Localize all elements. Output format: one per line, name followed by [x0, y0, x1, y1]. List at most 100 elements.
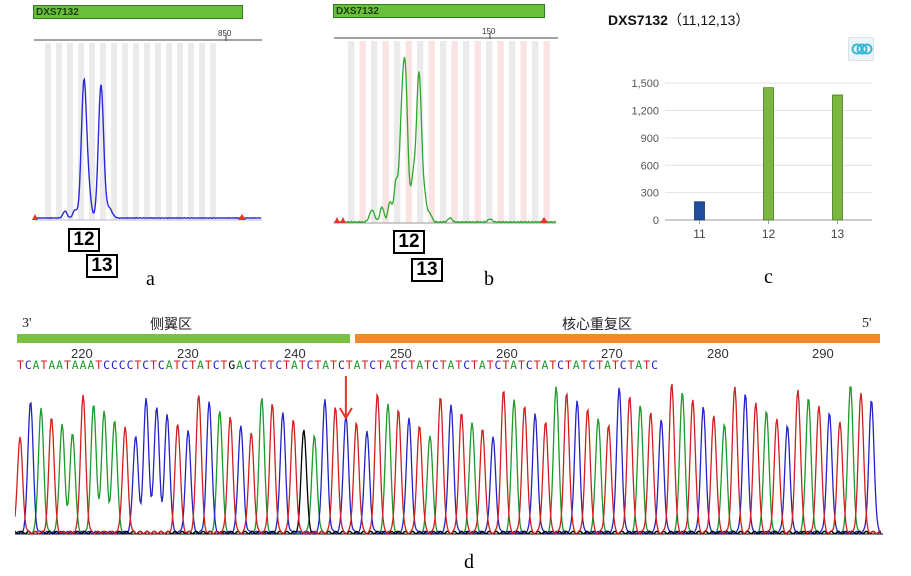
position-label: 220: [71, 346, 93, 361]
allele-label-a-12: 12: [68, 228, 100, 252]
allele-bin: [428, 41, 435, 223]
base-call: T: [173, 358, 182, 372]
base-call: A: [384, 358, 393, 372]
base-call: T: [392, 358, 401, 372]
base-call: T: [267, 358, 276, 372]
allele-bin: [451, 41, 458, 223]
base-call: T: [220, 358, 229, 372]
mutation-arrow-head: [339, 407, 353, 420]
panel-letter-a: a: [146, 268, 155, 290]
flank-region-bar: [17, 334, 350, 343]
allele-bin: [520, 41, 527, 223]
base-call: C: [619, 358, 628, 372]
base-call: C: [651, 358, 659, 372]
allele-bin: [486, 41, 493, 223]
end-label-5prime: 5': [862, 316, 872, 331]
allele-bin: [509, 41, 516, 223]
allele-bin: [348, 41, 355, 223]
base-call: T: [408, 358, 417, 372]
openlink-icon[interactable]: [848, 37, 874, 61]
base-call: T: [564, 358, 573, 372]
base-call: T: [298, 358, 307, 372]
position-label: 280: [707, 346, 729, 361]
base-call: A: [447, 358, 456, 372]
base-call: T: [134, 358, 143, 372]
base-call: C: [118, 358, 127, 372]
base-call: A: [353, 358, 362, 372]
base-call: A: [197, 358, 205, 372]
base-call: T: [40, 358, 49, 372]
trace-C: [15, 387, 882, 535]
electropherogram-b: 150: [333, 27, 558, 224]
allele-bin: [133, 43, 140, 220]
base-call: A: [165, 358, 174, 372]
base-call: T: [330, 358, 338, 372]
base-call: T: [502, 358, 511, 372]
base-call-sequence: TCATAATAAATCCCCTCTCATCTATCTGACTCTCTATCTA…: [17, 358, 882, 372]
base-call: T: [627, 358, 636, 372]
base-call: C: [103, 358, 111, 372]
position-label: 290: [812, 346, 834, 361]
y-tick-label: 1,200: [631, 106, 659, 118]
panel-letter-c: c: [764, 266, 773, 288]
scale-tick-b: 150: [482, 27, 496, 36]
base-call: A: [541, 358, 550, 372]
allele-label-b-12: 12: [393, 230, 425, 254]
base-call: T: [596, 358, 605, 372]
base-call: T: [95, 358, 104, 372]
y-tick-label: 0: [653, 215, 659, 227]
allele-bin: [382, 41, 389, 223]
allele-bin: [56, 43, 63, 220]
allele-label-a-13: 13: [86, 254, 118, 278]
trace-line-a: [33, 77, 262, 220]
allele-bin: [155, 43, 162, 220]
base-call: T: [439, 358, 448, 372]
position-label: 240: [284, 346, 306, 361]
flank-region-label: 侧翼区: [150, 317, 192, 333]
allele-bin: [543, 41, 550, 223]
base-call: C: [110, 358, 119, 372]
base-call: A: [56, 358, 64, 372]
base-call: A: [87, 358, 96, 372]
position-label: 230: [177, 346, 199, 361]
allele-bin: [111, 43, 118, 220]
base-call: T: [549, 358, 558, 372]
position-label: 250: [390, 346, 412, 361]
base-call: T: [643, 358, 652, 372]
base-call: A: [604, 358, 612, 372]
base-call: T: [518, 358, 526, 372]
x-tick-label: 13: [831, 227, 845, 241]
allele-bin: [532, 41, 539, 223]
allele-bin: [463, 41, 470, 223]
base-call: C: [157, 358, 166, 372]
allele-bin: [89, 43, 96, 220]
y-tick-label: 300: [641, 188, 659, 200]
base-call: T: [361, 358, 370, 372]
base-call: A: [32, 358, 41, 372]
base-call: C: [275, 358, 284, 372]
allele-bin: [359, 41, 366, 223]
base-call: G: [228, 358, 237, 372]
y-tick-label: 900: [641, 133, 659, 145]
locus-bar-b[interactable]: DXS7132: [333, 4, 545, 18]
base-call: C: [24, 358, 33, 372]
base-call: C: [306, 358, 315, 372]
base-call: C: [126, 358, 135, 372]
allele-bin: [440, 41, 447, 223]
base-call: C: [337, 358, 346, 372]
base-call: T: [486, 358, 495, 372]
bar-11: [694, 201, 705, 221]
base-call: T: [377, 358, 385, 372]
base-call: T: [611, 358, 620, 372]
base-call: C: [369, 358, 378, 372]
locus-bar-a[interactable]: DXS7132: [33, 5, 243, 19]
trace-line-b: [333, 56, 557, 224]
allele-bin: [122, 43, 129, 220]
base-call: T: [314, 358, 323, 372]
base-call: A: [322, 358, 331, 372]
base-call: C: [494, 358, 503, 372]
base-call: A: [416, 358, 425, 372]
base-call: T: [251, 358, 260, 372]
base-call: C: [463, 358, 472, 372]
allele-bin: [371, 41, 378, 223]
